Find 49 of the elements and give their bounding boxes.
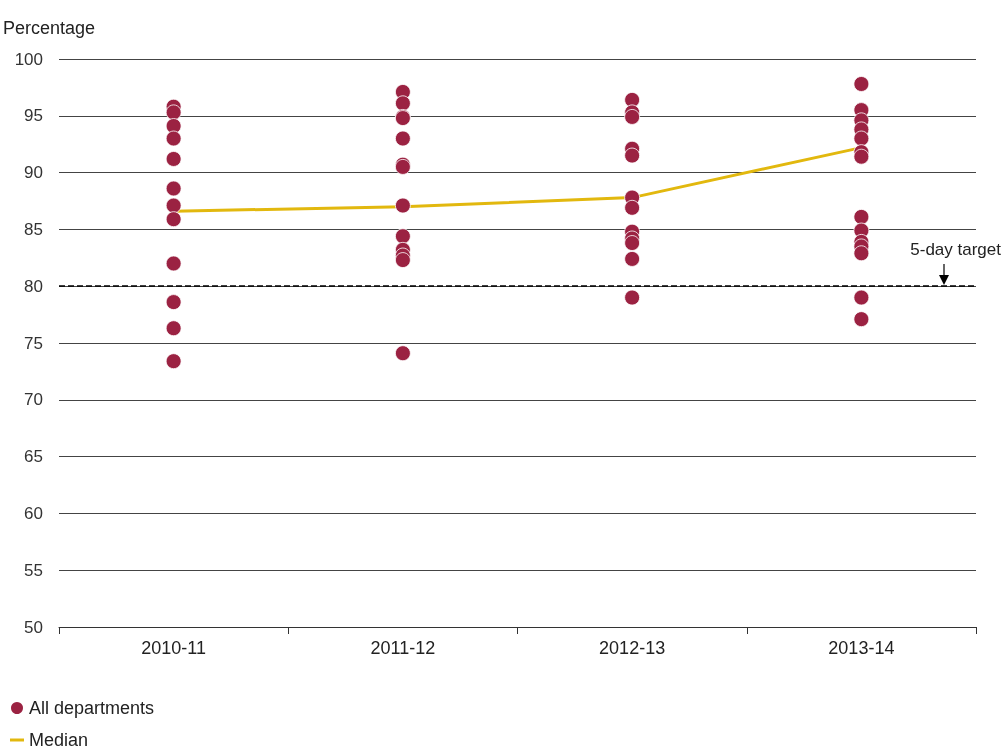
point xyxy=(624,92,641,108)
point xyxy=(853,289,870,306)
y-tick-label: 50 xyxy=(24,617,43,637)
point xyxy=(624,109,641,125)
point xyxy=(165,197,182,214)
legend-label: Median xyxy=(29,730,89,750)
ref-line-label: 5-day target xyxy=(910,240,1002,260)
point xyxy=(165,255,182,272)
point xyxy=(394,95,411,112)
y-tick-label: 95 xyxy=(24,106,43,126)
point xyxy=(394,228,411,245)
point xyxy=(853,76,870,92)
legend-label: All departments xyxy=(29,698,155,718)
point xyxy=(165,320,182,337)
y-tick-label: 80 xyxy=(24,276,43,296)
point xyxy=(394,345,411,362)
y-tick-label: 60 xyxy=(24,503,43,523)
y-axis-title: Percentage xyxy=(3,18,96,38)
point xyxy=(624,235,641,251)
y-tick-label: 55 xyxy=(24,560,43,580)
point xyxy=(853,245,870,262)
point xyxy=(165,294,182,310)
y-tick-label: 90 xyxy=(24,163,43,183)
y-tick-label: 85 xyxy=(24,219,43,239)
x-tick-label: 2012-13 xyxy=(599,638,666,658)
point xyxy=(165,211,182,228)
point xyxy=(165,151,182,167)
point xyxy=(165,353,182,370)
y-tick-label: 65 xyxy=(24,447,43,467)
point xyxy=(624,199,641,216)
y-tick-label: 70 xyxy=(24,390,43,410)
point xyxy=(165,130,182,147)
point xyxy=(624,147,641,164)
point xyxy=(394,197,411,214)
point xyxy=(624,289,641,306)
point xyxy=(165,180,182,197)
point xyxy=(394,252,411,268)
x-tick-label: 2011-12 xyxy=(370,638,436,658)
point xyxy=(853,311,870,328)
y-tick-label: 100 xyxy=(14,49,43,69)
x-tick-label: 2010-11 xyxy=(141,638,206,658)
point xyxy=(853,148,870,165)
point xyxy=(853,130,870,147)
point xyxy=(394,130,411,147)
point xyxy=(853,209,870,225)
y-tick-label: 75 xyxy=(24,333,43,353)
point xyxy=(624,251,641,267)
point xyxy=(165,104,182,121)
x-tick-label: 2013-14 xyxy=(828,638,895,658)
